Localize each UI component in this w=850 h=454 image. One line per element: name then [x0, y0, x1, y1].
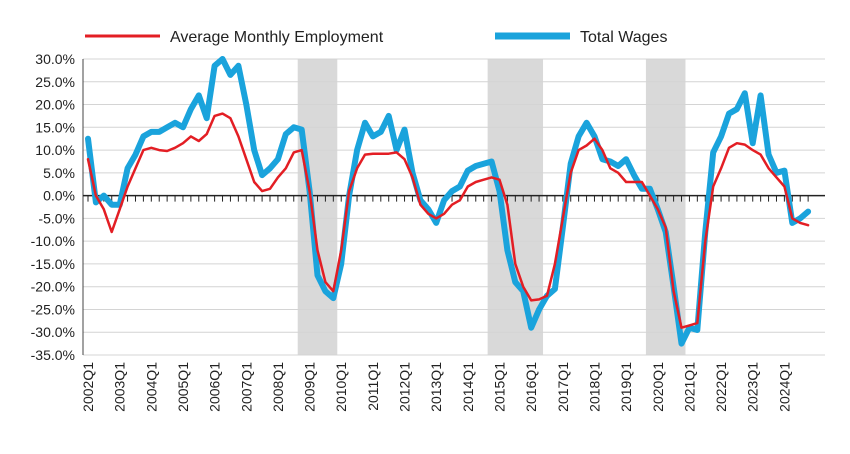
- x-tick-label: 2008Q1: [270, 362, 286, 412]
- shaded-periods: [297, 59, 686, 355]
- x-tick-label: 2022Q1: [713, 362, 729, 412]
- x-tick-label: 2002Q1: [80, 362, 96, 412]
- x-tick-label: 2004Q1: [143, 362, 159, 412]
- tick-labels: 30.0% 25.0% 20.0% 15.0% 10.0% 5.0% 0.0% -5.0% -1…: [31, 51, 793, 412]
- shaded-period: [297, 59, 338, 355]
- series-total-wages-line: [85, 56, 812, 347]
- legend-label-employment: Average Monthly Employment: [170, 29, 384, 46]
- x-tick-label: 2023Q1: [745, 362, 761, 412]
- series-employment-line: [86, 112, 810, 329]
- legend-label-total-wages: Total Wages: [580, 29, 667, 46]
- x-tick-label: 2006Q1: [207, 362, 223, 412]
- x-tick-label: 2013Q1: [428, 362, 444, 412]
- y-tick-label: 0.0%: [43, 188, 75, 204]
- y-tick-label: -15.0%: [31, 256, 75, 272]
- x-tick-label: 2009Q1: [302, 362, 318, 412]
- x-tick-label: 2003Q1: [112, 362, 128, 412]
- x-tick-label: 2010Q1: [333, 362, 349, 412]
- y-tick-label: 30.0%: [35, 51, 75, 67]
- x-tick-label: 2024Q1: [776, 362, 792, 412]
- x-tick-label: 2019Q1: [618, 362, 634, 412]
- y-tick-label: 25.0%: [35, 74, 75, 90]
- x-tick-label: 2005Q1: [175, 362, 191, 412]
- y-tick-label: -30.0%: [31, 324, 75, 340]
- y-tick-label: 10.0%: [35, 142, 75, 158]
- x-tick-label: 2012Q1: [397, 362, 413, 412]
- y-tick-label: -5.0%: [38, 210, 75, 226]
- x-tick-label: 2018Q1: [586, 362, 602, 412]
- y-tick-label: -25.0%: [31, 301, 75, 317]
- y-tick-label: -20.0%: [31, 279, 75, 295]
- x-tick-label: 2017Q1: [555, 362, 571, 412]
- x-tick-label: 2016Q1: [523, 362, 539, 412]
- x-tick-label: 2021Q1: [681, 362, 697, 412]
- legend: Average Monthly Employment Total Wages: [85, 29, 667, 46]
- x-tick-label: 2020Q1: [650, 362, 666, 412]
- y-tick-label: 15.0%: [35, 119, 75, 135]
- x-tick-label: 2015Q1: [492, 362, 508, 412]
- x-tick-label: 2007Q1: [238, 362, 254, 412]
- series-lines: [85, 56, 812, 347]
- shaded-period: [487, 59, 544, 355]
- y-tick-label: 5.0%: [43, 165, 75, 181]
- x-tick-label: 2014Q1: [460, 362, 476, 412]
- y-tick-label: 20.0%: [35, 97, 75, 113]
- x-tick-label: 2011Q1: [365, 362, 381, 411]
- y-tick-label: -35.0%: [31, 347, 75, 363]
- y-tick-label: -10.0%: [31, 233, 75, 249]
